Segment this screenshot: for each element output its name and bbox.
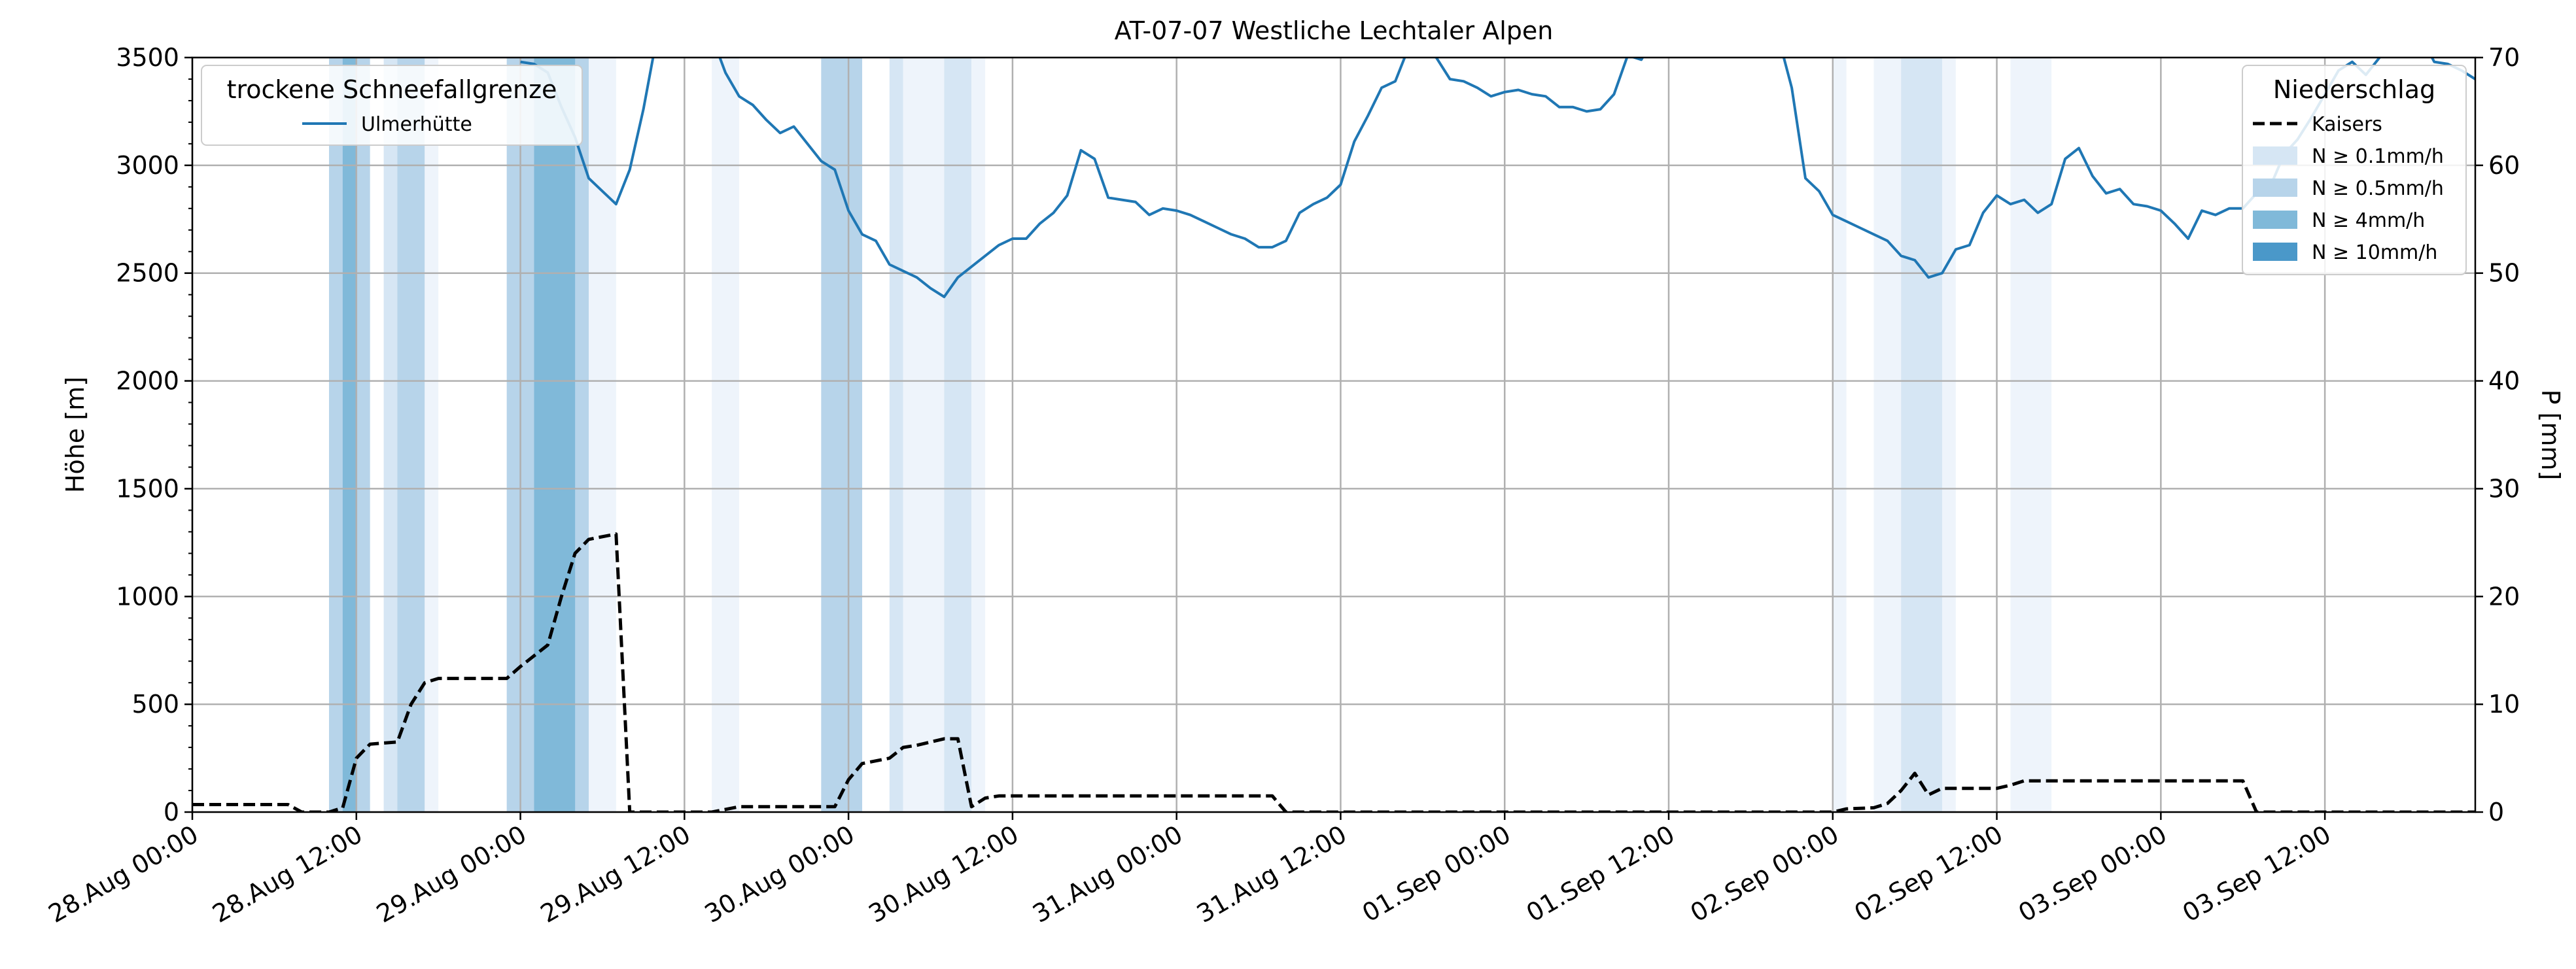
precip-band — [2010, 58, 2052, 812]
precip-band — [889, 58, 903, 812]
legend-swatch-precip — [2253, 146, 2297, 165]
legend-snowline-title: trockene Schneefallgrenze — [227, 75, 557, 104]
precip-band — [1901, 58, 1942, 812]
legend-precip-title: Niederschlag — [2273, 75, 2435, 104]
chart-title: AT-07-07 Westliche Lechtaler Alpen — [1115, 16, 1554, 45]
precip-bands — [328, 58, 2052, 812]
y2-tick-label: 70 — [2488, 43, 2520, 72]
legend-label-precip: N ≥ 0.5mm/h — [2312, 177, 2444, 200]
legend-label-precip: N ≥ 4mm/h — [2312, 209, 2425, 232]
y2-axis-label: P [mm] — [2536, 390, 2565, 481]
legend-swatch-precip — [2253, 211, 2297, 229]
y2-tick-label: 30 — [2488, 474, 2520, 503]
precip-band — [712, 58, 739, 812]
precip-band — [397, 58, 425, 812]
y2-tick-label: 10 — [2488, 690, 2520, 719]
series-line-kaisers — [192, 532, 2475, 812]
plot-frame — [191, 56, 2477, 813]
y-tick-label: 500 — [131, 690, 179, 719]
precip-band — [342, 58, 357, 812]
y-tick-label: 1000 — [116, 582, 179, 611]
precip-band — [534, 58, 576, 812]
legend-label-kaisers: Kaisers — [2312, 113, 2382, 136]
precip-band — [821, 58, 863, 812]
precip-band — [425, 58, 439, 812]
y2-tick-label: 40 — [2488, 367, 2520, 396]
legend-swatch-precip — [2253, 178, 2297, 197]
legend-label-precip: N ≥ 0.1mm/h — [2312, 145, 2444, 168]
y-tick-label: 0 — [164, 798, 179, 826]
precip-band — [1832, 58, 1847, 812]
series-lines — [192, 58, 2475, 812]
legend-swatch-precip — [2253, 243, 2297, 261]
legend-snowline-box — [201, 65, 583, 146]
y-tick-label: 3500 — [116, 43, 179, 72]
precip-band — [971, 58, 986, 812]
y2-tick-label: 50 — [2488, 259, 2520, 288]
legend-precip-box — [2242, 65, 2467, 275]
precip-band — [589, 58, 616, 812]
y-tick-label: 2500 — [116, 259, 179, 288]
y2-tick-label: 60 — [2488, 151, 2520, 180]
series-line-ulmerhtte — [520, 58, 2475, 298]
y2-tick-label: 20 — [2488, 582, 2520, 611]
legend-snowline: trockene Schneefallgrenze Ulmerhütte — [201, 65, 583, 146]
legend-label-ulmerhuette: Ulmerhütte — [361, 113, 472, 136]
y-tick-label: 2000 — [116, 367, 179, 396]
y2-tick-label: 0 — [2488, 798, 2504, 826]
precip-band — [903, 58, 945, 812]
y-tick-label: 1500 — [116, 474, 179, 503]
legend-precipitation: Niederschlag Kaisers N ≥ 0.1mm/h N ≥ 0.5m… — [2242, 65, 2467, 275]
y-axis-label: Höhe [m] — [61, 377, 90, 493]
precip-band — [944, 58, 972, 812]
y-tick-label: 3000 — [116, 151, 179, 180]
legend-label-precip: N ≥ 10mm/h — [2312, 241, 2437, 264]
